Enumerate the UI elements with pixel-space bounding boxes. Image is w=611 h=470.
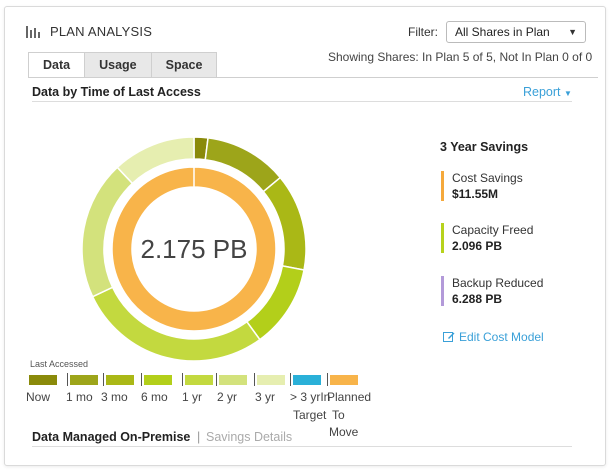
filter-label: Filter: [408, 25, 438, 39]
donut-center-label: 2.175 PB [141, 234, 248, 264]
legend-tick [182, 373, 183, 386]
tab-data[interactable]: Data [28, 52, 86, 78]
chevron-down-icon: ▼ [568, 27, 577, 37]
edit-cost-model-link[interactable]: Edit Cost Model [443, 330, 544, 344]
bottom-separator: | [197, 430, 201, 444]
bottom-divider [32, 446, 572, 447]
tab-bar: Data Usage Space [28, 52, 218, 78]
legend-swatch [29, 375, 57, 385]
legend-swatch [144, 375, 172, 385]
section-divider [32, 101, 572, 102]
panel-title: PLAN ANALYSIS [50, 24, 153, 39]
savings-title: 3 Year Savings [440, 140, 529, 154]
legend-swatch [106, 375, 134, 385]
legend-extra-label: Move [329, 425, 359, 439]
saving-label: Cost Savings [452, 171, 523, 185]
saving-value: 2.096 PB [452, 239, 503, 253]
saving-label: Capacity Freed [452, 223, 534, 237]
legend-tick [141, 373, 142, 386]
legend-extra-label: Target [293, 408, 327, 422]
bottom-title: Data Managed On-Premise [32, 430, 191, 444]
donut-slice-outer-3yr [116, 136, 195, 185]
tab-space[interactable]: Space [150, 52, 218, 77]
section-title: Data by Time of Last Access [32, 85, 201, 99]
legend-label: > 3 yrIn [290, 390, 331, 404]
filter-selected-value: All Shares in Plan [455, 25, 550, 39]
saving-backup: Backup Reduced 6.288 PB [441, 276, 543, 306]
saving-label: Backup Reduced [452, 276, 544, 290]
legend-swatch [185, 375, 213, 385]
legend-label: Planned [327, 390, 372, 404]
edit-icon [443, 332, 455, 342]
saving-capacity: Capacity Freed 2.096 PB [441, 223, 533, 253]
showing-shares-text: Showing Shares: In Plan 5 of 5, Not In P… [328, 50, 593, 64]
legend-tick [216, 373, 217, 386]
legend-label: 6 mo [141, 390, 168, 404]
report-dropdown[interactable]: Report ▼ [523, 85, 572, 99]
legend-label: 1 yr [182, 390, 203, 404]
donut-slice-inner-planned [111, 166, 277, 332]
legend-extra-label: To [332, 408, 345, 422]
tab-usage[interactable]: Usage [84, 52, 152, 77]
legend-swatch [257, 375, 285, 385]
legend-tick [254, 373, 255, 386]
legend-label: Now [26, 390, 51, 404]
panel-header: PLAN ANALYSIS [26, 24, 152, 39]
legend-tick [103, 373, 104, 386]
tab-divider [28, 77, 598, 78]
legend-title: Last Accessed [30, 359, 89, 369]
savings-details-link[interactable]: Savings Details [206, 430, 293, 444]
report-label: Report [523, 85, 561, 99]
legend-swatch [330, 375, 358, 385]
edit-cost-label: Edit Cost Model [459, 330, 544, 344]
filter-select[interactable]: All Shares in Plan ▼ [446, 21, 586, 43]
legend-swatch [70, 375, 98, 385]
legend-label: 2 yr [217, 390, 238, 404]
saving-value: 6.288 PB [452, 292, 503, 306]
legend-tick [67, 373, 68, 386]
legend-label: 1 mo [66, 390, 93, 404]
legend-tick [327, 373, 328, 386]
legend-swatch [293, 375, 321, 385]
legend-swatch [219, 375, 247, 385]
legend-tick [290, 373, 291, 386]
chevron-down-icon: ▼ [564, 89, 572, 98]
legend-label: 3 yr [255, 390, 276, 404]
saving-value: $11.55M [452, 187, 499, 201]
legend-label: 3 mo [101, 390, 128, 404]
bar-chart-icon [26, 25, 40, 38]
saving-cost: Cost Savings $11.55M [441, 171, 523, 201]
